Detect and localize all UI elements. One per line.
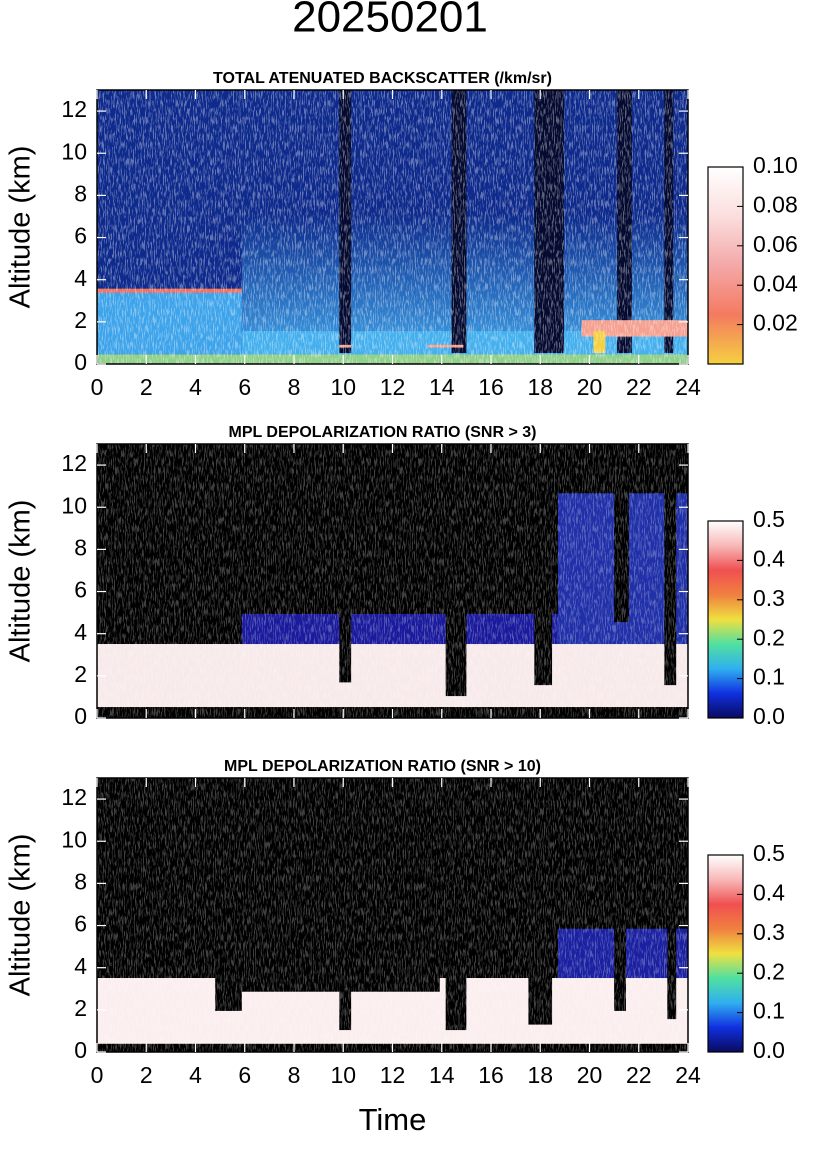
- y-tick-label: 2: [74, 995, 87, 1021]
- y-tick-label: 10: [61, 138, 87, 164]
- heatmap-noise: [97, 778, 688, 1052]
- x-tick-label: 20: [577, 374, 603, 400]
- heatmap-noise: [97, 444, 688, 718]
- colorbar-tick-label: 0.04: [753, 270, 798, 296]
- y-tick-label: 12: [61, 784, 87, 810]
- x-tick-label: 4: [189, 374, 202, 400]
- x-tick-label: 20: [577, 1062, 603, 1088]
- figure-title: 20250201: [292, 0, 488, 42]
- heatmap-noise: [97, 90, 688, 364]
- x-tick-label: 6: [238, 1062, 251, 1088]
- y-tick-label: 12: [61, 96, 87, 122]
- x-tick-label: 2: [140, 374, 153, 400]
- y-tick-label: 10: [61, 826, 87, 852]
- y-tick-label: 8: [74, 180, 87, 206]
- y-tick-label: 4: [74, 265, 87, 291]
- y-tick-label: 6: [74, 911, 87, 937]
- x-tick-label: 10: [330, 374, 356, 400]
- y-tick-label: 6: [74, 577, 87, 603]
- colorbar-tick-label: 0.1: [753, 998, 785, 1024]
- panel-title: MPL DEPOLARIZATION RATIO (SNR > 10): [224, 758, 541, 775]
- colorbar-tick-label: 0.08: [753, 191, 798, 217]
- x-tick-label: 18: [527, 374, 553, 400]
- x-tick-label: 0: [91, 1062, 104, 1088]
- x-tick-label: 2: [140, 1062, 153, 1088]
- x-tick-label: 14: [429, 1062, 455, 1088]
- colorbar-tick-label: 0.4: [753, 545, 785, 571]
- colorbar-tick-label: 0.0: [753, 1037, 785, 1063]
- panel-title: MPL DEPOLARIZATION RATIO (SNR > 3): [228, 424, 536, 441]
- y-tick-label: 2: [74, 661, 87, 687]
- y-tick-label: 8: [74, 534, 87, 560]
- x-tick-label: 8: [288, 1062, 301, 1088]
- x-tick-label: 12: [380, 1062, 406, 1088]
- y-tick-label: 0: [74, 703, 87, 729]
- colorbar: [707, 166, 744, 365]
- x-tick-label: 22: [626, 374, 652, 400]
- heatmap-image: [97, 444, 688, 718]
- y-tick-label: 0: [74, 349, 87, 375]
- x-tick-label: 14: [429, 374, 455, 400]
- y-axis-label: Altitude (km): [5, 500, 37, 663]
- y-tick-label: 0: [74, 1037, 87, 1063]
- panel: TOTAL ATENUATED BACKSCATTER (/km/sr) Alti…: [5, 70, 798, 400]
- y-tick-label: 6: [74, 223, 87, 249]
- colorbar-tick-label: 0.4: [753, 879, 785, 905]
- y-tick-label: 4: [74, 953, 87, 979]
- y-tick-label: 12: [61, 450, 87, 476]
- colorbar: [707, 520, 744, 719]
- colorbar-tick-label: 0.5: [753, 506, 785, 532]
- x-tick-label: 8: [288, 374, 301, 400]
- colorbar-tick-label: 0.1: [753, 664, 785, 690]
- x-tick-label: 18: [527, 1062, 553, 1088]
- y-axis-label: Altitude (km): [5, 146, 37, 309]
- x-tick-label: 22: [626, 1062, 652, 1088]
- x-tick-label: 10: [330, 1062, 356, 1088]
- colorbar-tick-label: 0.10: [753, 152, 798, 178]
- colorbar-tick-label: 0.0: [753, 703, 785, 729]
- colorbar: [707, 854, 744, 1053]
- colorbar-tick-label: 0.2: [753, 624, 785, 650]
- x-tick-label: 24: [675, 374, 701, 400]
- colorbar-tick-label: 0.02: [753, 310, 798, 336]
- y-tick-label: 4: [74, 619, 87, 645]
- panel-title: TOTAL ATENUATED BACKSCATTER (/km/sr): [213, 70, 552, 87]
- x-tick-label: 16: [478, 1062, 504, 1088]
- y-axis-label: Altitude (km): [5, 834, 37, 997]
- x-tick-label: 24: [675, 1062, 701, 1088]
- colorbar-tick-label: 0.06: [753, 231, 798, 257]
- x-axis-label: Time: [359, 1102, 427, 1137]
- panel: MPL DEPOLARIZATION RATIO (SNR > 3) Altitu…: [5, 424, 786, 729]
- y-tick-label: 2: [74, 307, 87, 333]
- x-tick-label: 0: [91, 374, 104, 400]
- colorbar-tick-label: 0.2: [753, 958, 785, 984]
- colorbar-tick-label: 0.3: [753, 919, 785, 945]
- x-tick-label: 16: [478, 374, 504, 400]
- panel: MPL DEPOLARIZATION RATIO (SNR > 10) Altit…: [5, 758, 786, 1137]
- heatmap-image: [97, 90, 689, 364]
- colorbar-tick-label: 0.5: [753, 840, 785, 866]
- x-tick-label: 4: [189, 1062, 202, 1088]
- heatmap-image: [97, 778, 688, 1052]
- x-tick-label: 12: [380, 374, 406, 400]
- x-tick-label: 6: [238, 374, 251, 400]
- colorbar-tick-label: 0.3: [753, 585, 785, 611]
- y-tick-label: 10: [61, 492, 87, 518]
- y-tick-label: 8: [74, 868, 87, 894]
